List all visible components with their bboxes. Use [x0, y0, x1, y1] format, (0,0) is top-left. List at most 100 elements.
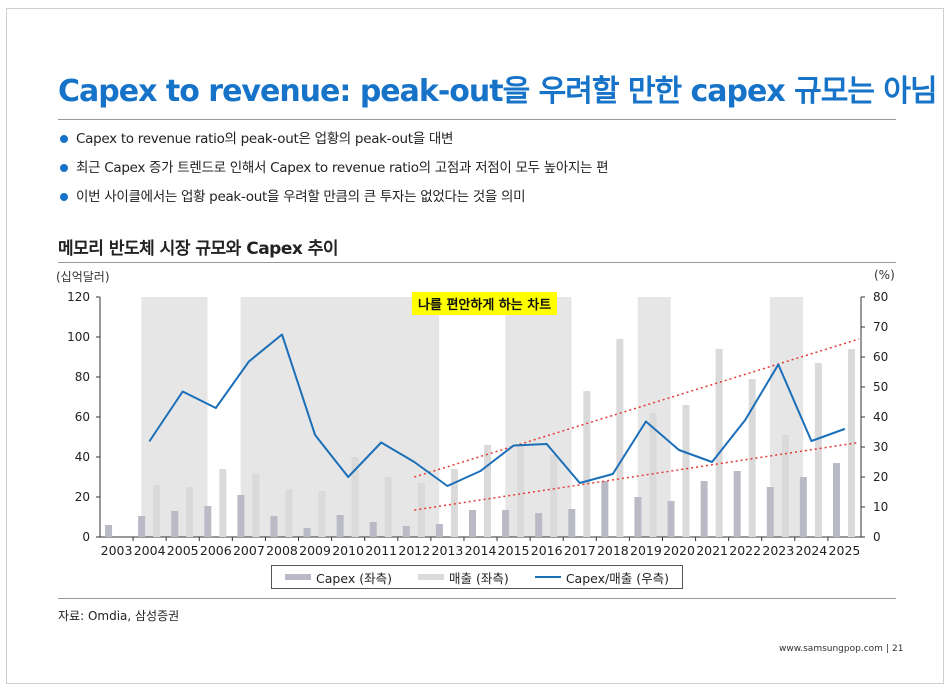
- right-axis-unit: (%): [874, 268, 895, 282]
- left-axis-tick-label: 20: [75, 490, 90, 504]
- source-divider: [58, 598, 896, 599]
- x-axis-tick-label: 2018: [597, 543, 629, 558]
- left-axis-tick-label: 40: [75, 450, 90, 464]
- right-axis-tick-label: 70: [873, 320, 888, 334]
- bar-capex: [303, 528, 311, 537]
- footer-separator: |: [885, 644, 889, 654]
- left-axis-tick-label: 120: [67, 290, 90, 304]
- bar-revenue: [219, 469, 227, 537]
- bar-revenue: [682, 405, 690, 537]
- bar-revenue: [484, 445, 491, 537]
- x-axis-tick-label: 2017: [564, 543, 596, 558]
- legend-item-ratio: Capex/매출 (우측): [534, 568, 669, 587]
- bar-capex: [336, 515, 344, 537]
- page-title: Capex to revenue: peak-out을 우려할 만한 capex…: [58, 74, 938, 109]
- point-capex-to-revenue: [380, 441, 383, 444]
- legend-item-capex: Capex (좌측): [285, 568, 392, 587]
- point-capex-to-revenue: [181, 390, 184, 393]
- page-footer: www.samsungpop.com | 21: [779, 644, 903, 654]
- chart-title: 메모리 반도체 시장 규모와 Capex 추이: [58, 239, 339, 259]
- point-capex-to-revenue: [248, 360, 250, 363]
- bar-capex: [733, 471, 741, 537]
- left-axis-tick-label: 60: [75, 410, 90, 424]
- shaded-period: [505, 297, 572, 537]
- bar-capex: [535, 513, 543, 537]
- point-capex-to-revenue: [810, 440, 813, 442]
- x-axis-tick-label: 2015: [498, 543, 530, 558]
- bar-revenue: [384, 477, 392, 537]
- title-divider: [58, 119, 896, 120]
- bar-revenue: [583, 391, 591, 537]
- bar-capex: [171, 511, 179, 537]
- point-capex-to-revenue: [711, 461, 713, 463]
- point-capex-to-revenue: [578, 482, 581, 484]
- bar-revenue: [186, 487, 194, 537]
- x-axis-tick-label: 2009: [299, 543, 331, 558]
- bar-revenue: [781, 435, 789, 537]
- bar-revenue: [450, 469, 458, 537]
- bullet-dot-icon: [60, 135, 68, 143]
- legend-ratio-label: Capex/매출 (우측): [565, 570, 669, 586]
- x-axis-tick-label: 2019: [630, 543, 662, 558]
- x-axis-tick-label: 2021: [696, 543, 728, 558]
- bar-revenue: [517, 445, 525, 537]
- right-axis-tick-label: 40: [873, 410, 888, 424]
- x-axis-tick-label: 2005: [167, 543, 199, 558]
- bar-capex: [402, 526, 410, 537]
- right-axis-tick-label: 50: [873, 380, 888, 394]
- chart-legend: Capex (좌측) 매출 (좌측) Capex/매출 (우측): [271, 565, 683, 589]
- bar-revenue: [649, 413, 657, 537]
- x-axis-tick-label: 2004: [134, 543, 166, 558]
- bar-revenue: [715, 349, 723, 537]
- x-axis-tick-label: 2016: [531, 543, 563, 558]
- point-capex-to-revenue: [148, 440, 151, 442]
- bar-revenue: [616, 339, 624, 537]
- point-capex-to-revenue: [843, 428, 846, 430]
- bar-capex: [832, 463, 840, 537]
- bullet-text: 최근 Capex 증가 트렌드로 인해서 Capex to revenue ra…: [76, 160, 609, 176]
- left-axis-tick-label: 100: [67, 330, 90, 344]
- bar-revenue: [252, 474, 260, 537]
- x-axis-tick-label: 2013: [432, 543, 464, 558]
- x-axis-tick-label: 2024: [795, 543, 827, 558]
- right-axis-tick-label: 60: [873, 350, 888, 364]
- x-axis-tick-label: 2011: [365, 543, 397, 558]
- bar-capex: [667, 501, 675, 537]
- point-capex-to-revenue: [678, 449, 680, 451]
- right-axis-tick-label: 30: [873, 440, 888, 454]
- bar-revenue: [847, 349, 855, 537]
- point-capex-to-revenue: [347, 476, 349, 478]
- page-frame: [6, 8, 944, 684]
- x-axis-tick-label: 2020: [663, 543, 695, 558]
- bullet-dot-icon: [60, 193, 68, 201]
- bar-revenue: [153, 485, 161, 537]
- x-axis-tick-label: 2025: [829, 543, 861, 558]
- x-axis-tick-label: 2003: [101, 543, 133, 558]
- line-capex-to-revenue: [148, 333, 845, 487]
- left-axis-unit: (십억달러): [56, 270, 110, 284]
- bar-capex: [469, 510, 476, 537]
- x-axis-tick-label: 2010: [332, 543, 364, 558]
- bullet-text: 이번 사이클에서는 업황 peak-out을 우려할 만큼의 큰 투자는 없었다…: [76, 189, 526, 205]
- bar-revenue: [814, 363, 822, 537]
- right-axis-tick-label: 20: [873, 470, 888, 484]
- legend-capex-label: Capex (좌측): [316, 570, 392, 586]
- bar-capex: [105, 525, 113, 537]
- bar-capex: [270, 516, 278, 537]
- bar-capex: [369, 522, 377, 537]
- bar-revenue: [550, 455, 558, 537]
- bar-capex: [237, 495, 245, 537]
- bar-capex: [435, 524, 443, 537]
- bar-capex: [601, 481, 609, 537]
- bar-capex: [138, 516, 146, 537]
- bar-capex: [634, 497, 642, 537]
- x-axis-tick-label: 2006: [200, 543, 232, 558]
- left-axis-tick-label: 0: [82, 530, 90, 544]
- legend-item-revenue: 매출 (좌측): [418, 568, 509, 587]
- x-axis-tick-label: 2008: [266, 543, 298, 558]
- right-axis-tick-label: 0: [873, 530, 881, 544]
- point-capex-to-revenue: [744, 419, 746, 421]
- point-capex-to-revenue: [777, 363, 780, 366]
- bullet-item: 이번 사이클에서는 업황 peak-out을 우려할 만큼의 큰 투자는 없었다…: [60, 186, 608, 215]
